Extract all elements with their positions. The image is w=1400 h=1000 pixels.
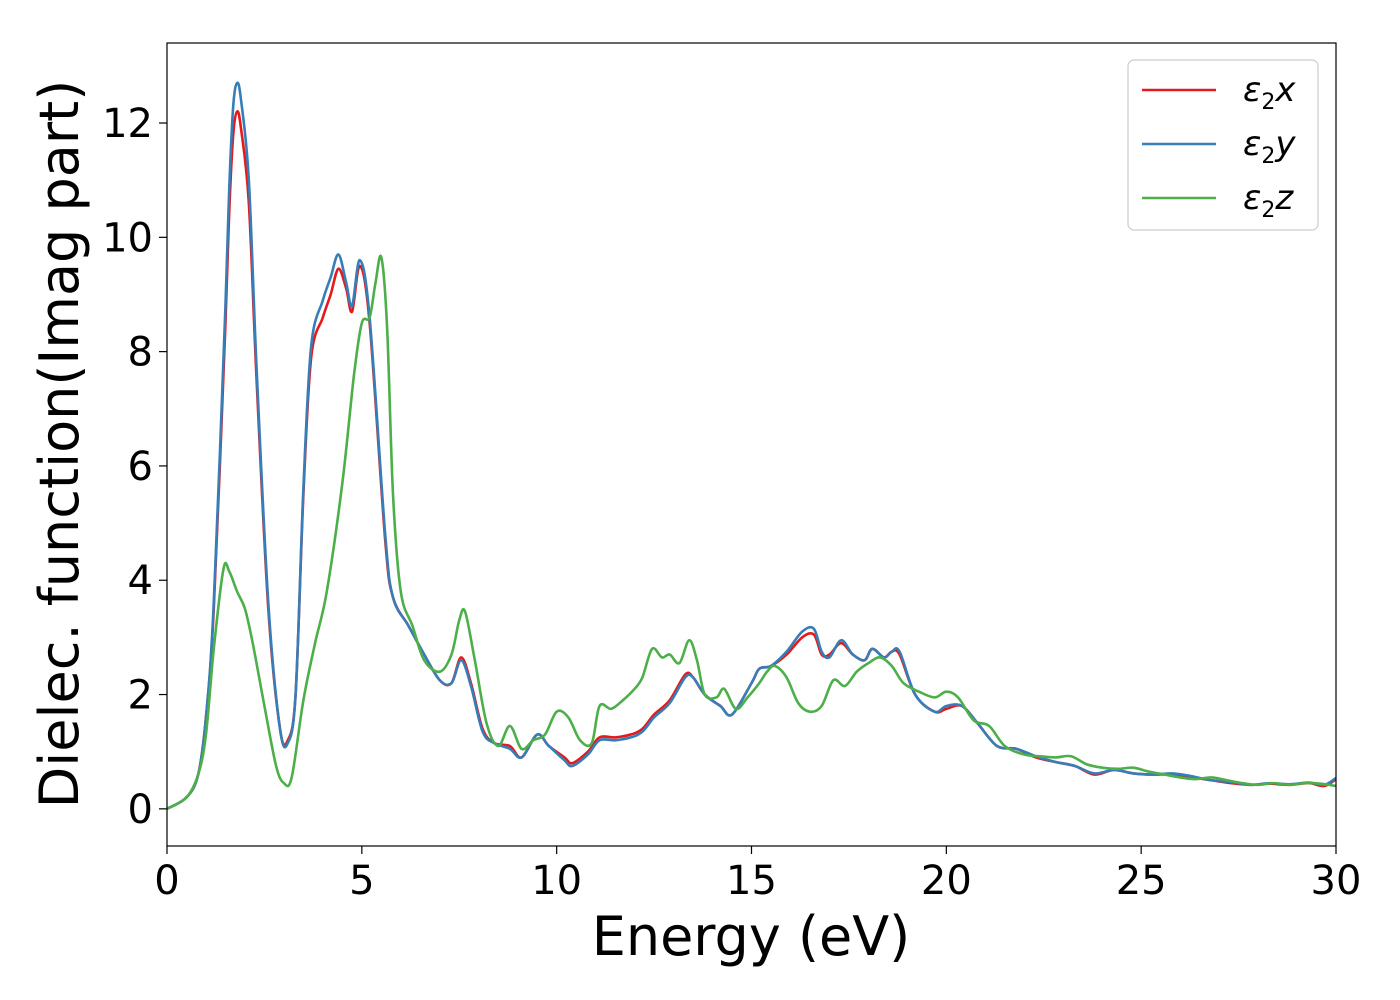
x-tick-label: 5 [349,858,374,904]
y-tick-label: 10 [102,215,153,261]
series-layer [167,81,1336,811]
y-tick-label: 2 [128,673,153,719]
legend-label-y: ε2y [1243,124,1296,169]
legend: ε2x ε2y ε2z [1127,59,1319,231]
legend-box [1127,59,1319,231]
y-tick-label: 12 [102,101,153,147]
y-axis-ticks: 0 2 4 6 8 10 12 [102,101,167,833]
series-line-z [167,254,1336,811]
x-tick-label: 20 [921,858,972,904]
x-tick-label: 15 [726,858,777,904]
y-tick-label: 4 [128,558,153,604]
legend-label-x: ε2x [1243,70,1296,115]
x-tick-label: 30 [1311,858,1362,904]
y-axis-title: Dielec. function(Imag part) [28,80,91,809]
x-axis-ticks: 0 5 10 15 20 25 30 [154,846,1361,904]
x-tick-label: 0 [154,858,179,904]
y-tick-label: 6 [128,444,153,490]
y-tick-label: 0 [128,787,153,833]
y-tick-label: 8 [128,330,153,376]
legend-label-z: ε2z [1243,178,1294,223]
x-tick-label: 25 [1116,858,1167,904]
x-tick-label: 10 [531,858,582,904]
x-axis-title: Energy (eV) [592,905,911,968]
